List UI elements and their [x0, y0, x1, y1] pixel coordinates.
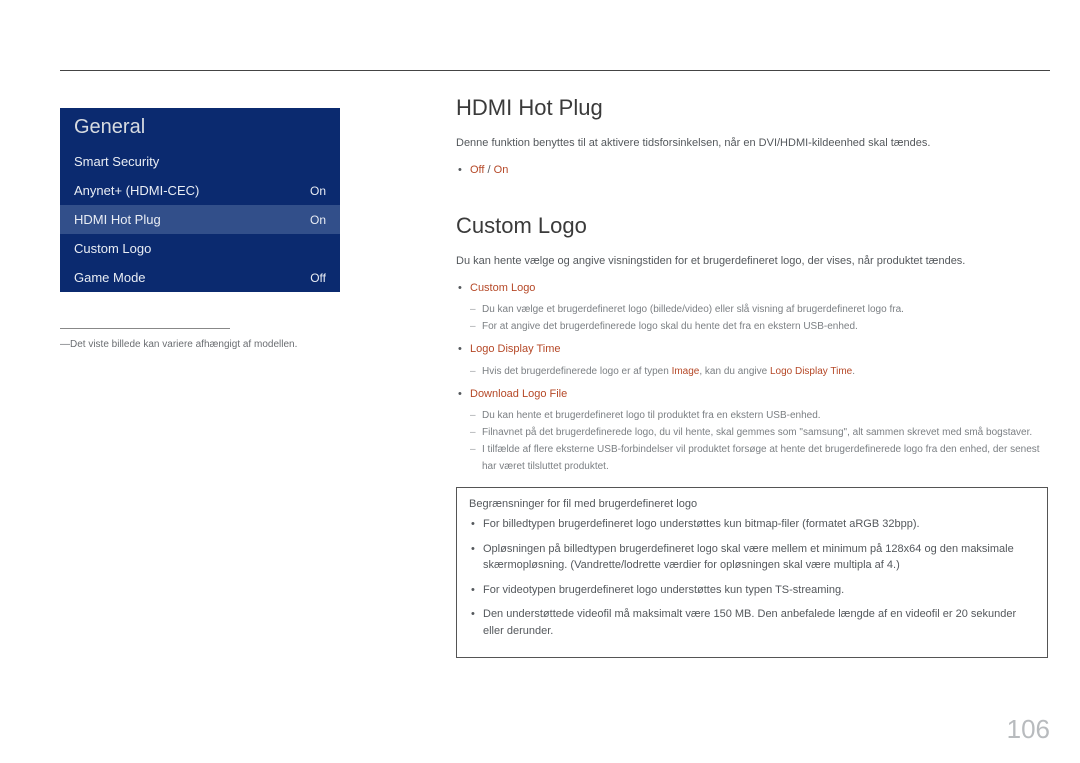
t-hl: Image — [672, 366, 700, 377]
menu-item-game-mode[interactable]: Game Mode Off — [60, 263, 340, 292]
page-number: 106 — [1007, 714, 1050, 745]
menu-item-value: On — [310, 213, 326, 227]
menu-item-smart-security[interactable]: Smart Security — [60, 147, 340, 176]
sub-item: Du kan vælge et brugerdefineret logo (bi… — [470, 301, 1048, 318]
limitations-list: For billedtypen brugerdefineret logo und… — [469, 516, 1035, 639]
limitations-title: Begrænsninger for fil med brugerdefinere… — [469, 498, 1035, 510]
footnote-text: Det viste billede kan variere afhængigt … — [70, 339, 297, 350]
hdmi-heading: HDMI Hot Plug — [456, 95, 1048, 121]
option-sep: / — [484, 164, 493, 176]
sub-item: Du kan hente et brugerdefineret logo til… — [470, 407, 1048, 424]
t: Hvis det brugerdefinerede logo er af typ… — [482, 366, 672, 377]
t: , kan du angive — [699, 366, 770, 377]
left-column: General Smart Security Anynet+ (HDMI-CEC… — [60, 108, 340, 350]
sub-list: Du kan hente et brugerdefineret logo til… — [470, 407, 1048, 475]
hdmi-options: Off / On — [456, 162, 1048, 180]
logo-bullets: Custom Logo Du kan vælge et brugerdefine… — [456, 280, 1048, 476]
bullet-label: Logo Display Time — [470, 343, 561, 355]
option-off: Off — [470, 164, 484, 176]
sub-list: Hvis det brugerdefinerede logo er af typ… — [470, 363, 1048, 380]
menu-item-anynet[interactable]: Anynet+ (HDMI-CEC) On — [60, 176, 340, 205]
bullet-label: Download Logo File — [470, 388, 567, 400]
option-on: On — [494, 164, 509, 176]
menu-item-value: Off — [310, 271, 326, 285]
sub-list: Du kan vælge et brugerdefineret logo (bi… — [470, 301, 1048, 335]
menu-title: General — [60, 108, 340, 147]
t-hl: Logo Display Time — [770, 366, 852, 377]
top-divider — [60, 70, 1050, 71]
footnote-rule — [60, 328, 230, 329]
logo-heading: Custom Logo — [456, 213, 1048, 239]
sub-item: Filnavnet på det brugerdefinerede logo, … — [470, 424, 1048, 441]
menu-item-label: Anynet+ (HDMI-CEC) — [74, 183, 199, 198]
logo-bullet-custom-logo: Custom Logo Du kan vælge et brugerdefine… — [456, 280, 1048, 336]
limit-item: For billedtypen brugerdefineret logo und… — [469, 516, 1035, 533]
limitations-box: Begrænsninger for fil med brugerdefinere… — [456, 487, 1048, 658]
logo-desc: Du kan hente vælge og angive visningstid… — [456, 253, 1048, 270]
menu-item-label: Game Mode — [74, 270, 146, 285]
settings-menu: General Smart Security Anynet+ (HDMI-CEC… — [60, 108, 340, 292]
hdmi-options-item: Off / On — [456, 162, 1048, 180]
bullet-label: Custom Logo — [470, 282, 535, 294]
limit-item: Den understøttede videofil må maksimalt … — [469, 606, 1035, 639]
logo-bullet-display-time: Logo Display Time Hvis det brugerdefiner… — [456, 341, 1048, 380]
menu-item-custom-logo[interactable]: Custom Logo — [60, 234, 340, 263]
menu-item-value: On — [310, 184, 326, 198]
menu-item-hdmi-hot-plug[interactable]: HDMI Hot Plug On — [60, 205, 340, 234]
content-column: HDMI Hot Plug Denne funktion benyttes ti… — [456, 95, 1048, 658]
sub-item: Hvis det brugerdefinerede logo er af typ… — [470, 363, 1048, 380]
menu-item-label: Custom Logo — [74, 241, 151, 256]
limit-item: For videotypen brugerdefineret logo unde… — [469, 582, 1035, 599]
menu-item-label: HDMI Hot Plug — [74, 212, 161, 227]
logo-bullet-download: Download Logo File Du kan hente et bruge… — [456, 386, 1048, 476]
limit-item: Opløsningen på billedtypen brugerdefiner… — [469, 541, 1035, 574]
sub-item: I tilfælde af flere eksterne USB-forbind… — [470, 441, 1048, 475]
sub-item: For at angive det brugerdefinerede logo … — [470, 318, 1048, 335]
menu-item-label: Smart Security — [74, 154, 159, 169]
t: . — [852, 366, 855, 377]
footnote-dash: ― — [60, 339, 70, 350]
hdmi-desc: Denne funktion benyttes til at aktivere … — [456, 135, 1048, 152]
footnote: ― Det viste billede kan variere afhængig… — [60, 339, 340, 350]
